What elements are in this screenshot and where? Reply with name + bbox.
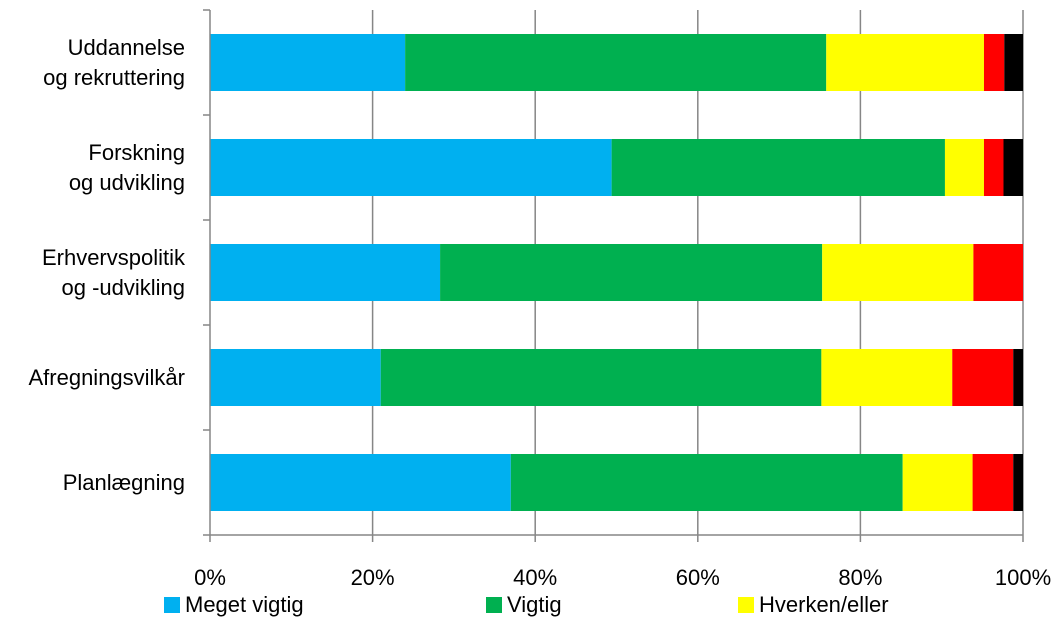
legend: Meget vigtig Vigtig Hverken/eller — [164, 592, 889, 618]
axes — [203, 9, 1024, 542]
x-tick-label: 100% — [994, 565, 1052, 590]
bar-segment — [826, 34, 984, 91]
bar-segment — [972, 454, 1014, 511]
bar-segment — [405, 34, 827, 91]
bar-segment — [1004, 34, 1023, 91]
category-label-line: og udvikling — [68, 169, 185, 195]
x-tick-label: 20% — [350, 565, 395, 590]
legend-swatch-hverken-eller — [738, 597, 754, 613]
category-label: Forskning og udvikling — [0, 138, 185, 198]
bars — [210, 34, 1023, 511]
bar-segment — [952, 349, 1014, 406]
category-label: Afregningsvilkår — [0, 363, 185, 393]
bar-segment — [380, 349, 822, 406]
x-tick-label: 0% — [194, 565, 226, 590]
bar-segment — [944, 139, 984, 196]
category-label: Uddannelse og rekruttering — [0, 33, 185, 93]
category-label-line: og -udvikling — [61, 274, 185, 300]
bar-segment — [821, 349, 953, 406]
category-label-line: Forskning — [88, 139, 185, 165]
legend-item-hverken-eller: Hverken/eller — [738, 592, 889, 618]
bar-segment — [822, 244, 974, 301]
category-label-line: Uddannelse — [67, 34, 185, 60]
x-tick-label: 40% — [513, 565, 558, 590]
bar-segment — [973, 244, 1023, 301]
legend-label-hverken-eller: Hverken/eller — [759, 592, 889, 617]
bar-segment — [1013, 349, 1023, 406]
category-label-line: Afregningsvilkår — [28, 364, 185, 390]
bar-segment — [210, 34, 406, 91]
bar-segment — [440, 244, 823, 301]
legend-item-vigtig: Vigtig — [486, 592, 738, 618]
bar-segment — [210, 244, 441, 301]
bar-segment — [1003, 139, 1023, 196]
bar-segment — [510, 454, 903, 511]
bar-segment — [983, 34, 1005, 91]
bar-segment — [1013, 454, 1023, 511]
legend-label-meget-vigtig: Meget vigtig — [185, 592, 304, 617]
category-label: Planlægning — [0, 468, 185, 498]
bar-segment — [983, 139, 1004, 196]
bar-segment — [210, 454, 511, 511]
bar-segment — [611, 139, 945, 196]
x-tick-label: 60% — [675, 565, 720, 590]
bar-segment — [210, 139, 612, 196]
legend-label-vigtig: Vigtig — [507, 592, 562, 617]
x-tick-label: 80% — [838, 565, 883, 590]
legend-item-meget-vigtig: Meget vigtig — [164, 592, 486, 618]
bar-segment — [902, 454, 973, 511]
category-label-line: og rekruttering — [43, 64, 185, 90]
bar-segment — [210, 349, 381, 406]
legend-swatch-meget-vigtig — [164, 597, 180, 613]
category-label-line: Erhvervspolitik — [41, 244, 185, 270]
legend-swatch-vigtig — [486, 597, 502, 613]
category-label: Erhvervspolitik og -udvikling — [0, 243, 185, 303]
category-label-line: Planlægning — [62, 469, 185, 495]
